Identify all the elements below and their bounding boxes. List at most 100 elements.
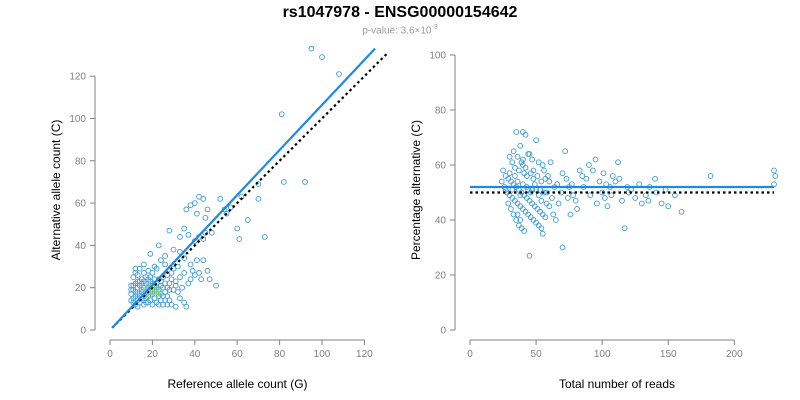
data-point — [130, 282, 137, 289]
data-point — [543, 200, 550, 207]
data-point — [559, 244, 566, 251]
data-point — [608, 192, 615, 199]
data-point — [517, 142, 524, 149]
y-tick-label: 60 — [435, 161, 447, 172]
data-point — [771, 167, 777, 174]
data-point — [181, 255, 188, 261]
data-point — [498, 178, 505, 185]
data-point — [541, 167, 547, 174]
data-point — [278, 111, 285, 118]
data-point — [174, 263, 181, 270]
data-point — [520, 206, 526, 212]
data-point — [336, 71, 342, 77]
data-point — [518, 159, 525, 166]
data-point — [525, 151, 532, 157]
data-point — [523, 195, 530, 201]
data-point — [191, 272, 198, 278]
data-point — [535, 192, 542, 199]
data-point — [520, 162, 526, 168]
data-point — [512, 164, 518, 171]
data-point — [223, 210, 230, 217]
data-point — [520, 156, 526, 163]
data-point — [518, 225, 525, 232]
data-point — [236, 236, 243, 242]
right-scatter-panel: 0 50 100 150 200 0 20 40 60 80 100 Total number of … — [409, 51, 779, 391]
data-point — [508, 178, 514, 185]
data-point — [619, 197, 625, 204]
x-tick-label: 100 — [314, 349, 331, 360]
data-point — [534, 206, 541, 212]
data-point — [244, 217, 251, 223]
data-point — [521, 170, 528, 177]
data-point — [576, 167, 583, 174]
data-point — [590, 167, 596, 174]
data-point — [529, 156, 535, 163]
data-point — [227, 204, 234, 211]
data-point — [134, 291, 141, 297]
data-point — [234, 225, 241, 232]
x-tick-label: 80 — [274, 349, 286, 360]
data-point — [514, 153, 521, 160]
x-axis-label: Reference allele count (G) — [167, 377, 307, 391]
data-point — [517, 217, 524, 223]
data-point — [162, 261, 168, 268]
data-point — [537, 208, 543, 215]
data-point — [533, 219, 539, 226]
y-tick-label: 60 — [75, 199, 87, 210]
data-point — [308, 45, 315, 52]
data-point — [162, 253, 168, 259]
data-point — [546, 178, 553, 185]
data-point — [132, 265, 139, 272]
data-point — [525, 211, 532, 218]
pvalue-exponent: -3 — [431, 24, 438, 31]
data-point — [772, 173, 779, 179]
data-point — [514, 178, 521, 185]
x-tick-label: 50 — [531, 349, 543, 360]
data-point — [522, 208, 529, 215]
data-point — [183, 303, 190, 310]
y-axis-label: Percentage alternative (C) — [409, 120, 423, 260]
data-point — [510, 148, 517, 155]
data-point — [542, 214, 549, 221]
data-point — [510, 211, 517, 218]
data-point — [570, 192, 576, 199]
data-point — [177, 234, 183, 240]
data-point — [645, 197, 652, 204]
x-tick-label: 120 — [356, 349, 373, 360]
data-point — [604, 203, 611, 210]
data-point — [658, 200, 665, 207]
data-point — [527, 214, 534, 221]
data-point — [512, 173, 518, 179]
x-axis-label: Total number of reads — [559, 377, 675, 391]
data-point — [217, 195, 224, 202]
data-point — [531, 203, 538, 210]
y-tick-label: 0 — [80, 326, 86, 337]
data-point — [172, 282, 179, 289]
data-point — [546, 203, 553, 210]
data-point — [535, 159, 542, 166]
pvalue-subtitle: p-value: 3.6×10-3 — [0, 24, 800, 36]
data-point — [505, 200, 512, 207]
data-point — [545, 173, 551, 179]
plot-title: rs1047978 - ENSG00000154642 — [282, 4, 518, 21]
data-point — [538, 178, 545, 185]
data-point — [194, 257, 200, 264]
y-tick-label: 80 — [75, 156, 87, 167]
data-point — [208, 229, 215, 236]
data-point — [529, 200, 535, 207]
data-point — [166, 280, 173, 287]
data-point — [187, 202, 194, 209]
data-point — [514, 200, 521, 207]
data-point — [594, 200, 600, 207]
data-point — [513, 129, 520, 135]
data-point — [204, 206, 211, 213]
data-point — [158, 278, 164, 285]
pvalue-label: p-value: 3.6×10 — [362, 25, 432, 37]
data-point — [601, 195, 608, 201]
data-point — [158, 257, 164, 264]
reference-line — [111, 52, 389, 329]
data-point — [555, 200, 562, 207]
data-point — [130, 274, 137, 280]
data-point — [665, 203, 672, 210]
data-point — [587, 192, 594, 199]
